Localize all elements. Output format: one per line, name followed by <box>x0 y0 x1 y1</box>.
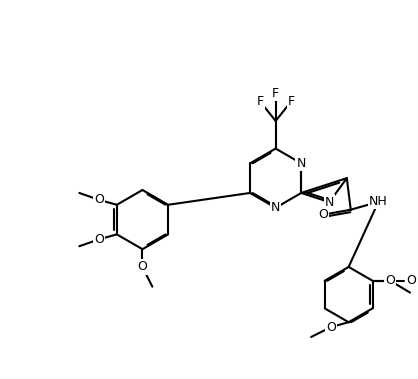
Text: N: N <box>297 157 306 170</box>
Text: O: O <box>94 193 104 206</box>
Text: F: F <box>256 95 263 108</box>
Text: N: N <box>325 196 334 208</box>
Text: O: O <box>318 208 328 221</box>
Text: O: O <box>94 233 104 246</box>
Text: F: F <box>272 87 279 100</box>
Text: NH: NH <box>369 195 388 208</box>
Text: N: N <box>325 196 334 208</box>
Text: O: O <box>318 208 328 221</box>
Text: F: F <box>288 95 295 108</box>
Text: N: N <box>271 201 280 214</box>
Text: N: N <box>271 201 280 214</box>
Text: O: O <box>138 260 148 273</box>
Text: NH: NH <box>369 195 388 208</box>
Text: O: O <box>326 321 336 334</box>
Text: N: N <box>297 157 306 170</box>
Text: O: O <box>385 274 395 287</box>
Text: O: O <box>406 274 416 287</box>
